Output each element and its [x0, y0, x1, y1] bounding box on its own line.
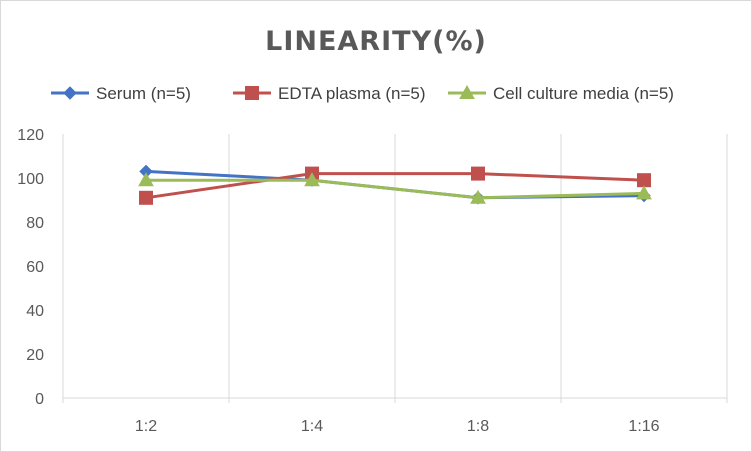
x-tick-label: 1:16 [628, 418, 659, 435]
x-tick-label: 1:4 [301, 418, 323, 435]
y-tick-label: 100 [17, 171, 44, 188]
legend-swatch-marker [63, 86, 77, 100]
legend-swatch-marker [459, 84, 475, 99]
legend-label: EDTA plasma (n=5) [278, 84, 426, 103]
y-tick-label: 40 [26, 303, 44, 320]
data-point-edta-plasma [139, 190, 153, 205]
y-tick-label: 20 [26, 347, 44, 364]
legend-item-cell-culture-media: Cell culture media (n=5) [448, 84, 674, 103]
data-point-cell-culture-media [470, 189, 486, 204]
series-line-cell-culture-media [146, 178, 645, 200]
x-tick-label: 1:2 [135, 418, 157, 435]
x-tick-label: 1:8 [467, 418, 489, 435]
plot-area: 0 20 40 60 80 100 120 1:2 1:4 1:8 1:16 [17, 127, 728, 435]
y-tick-label: 80 [26, 215, 44, 232]
chart-title: LINEARITY(%) [265, 26, 487, 57]
y-tick-label: 0 [35, 391, 44, 408]
data-point-edta-plasma [471, 166, 485, 181]
axes: 0 20 40 60 80 100 120 1:2 1:4 1:8 1:16 [17, 127, 728, 435]
legend-item-serum: Serum (n=5) [51, 84, 191, 103]
legend-swatch-marker [245, 86, 259, 100]
y-tick-label: 60 [26, 259, 44, 276]
legend-label: Serum (n=5) [96, 84, 191, 103]
series-line-edta-plasma [145, 172, 645, 200]
legend: Serum (n=5) EDTA plasma (n=5) Cell culture… [51, 84, 674, 103]
y-tick-label: 120 [17, 127, 44, 144]
data-point-edta-plasma [637, 173, 651, 188]
gridlines [62, 134, 728, 398]
legend-label: Cell culture media (n=5) [493, 84, 674, 103]
data-point-cell-culture-media [304, 172, 320, 187]
data-point-cell-culture-media [636, 185, 652, 200]
series-layer [138, 164, 652, 205]
series-cell-culture-media [138, 172, 652, 204]
data-point-cell-culture-media [138, 172, 154, 187]
legend-item-edta-plasma: EDTA plasma (n=5) [233, 84, 426, 103]
series-edta-plasma [139, 166, 651, 205]
